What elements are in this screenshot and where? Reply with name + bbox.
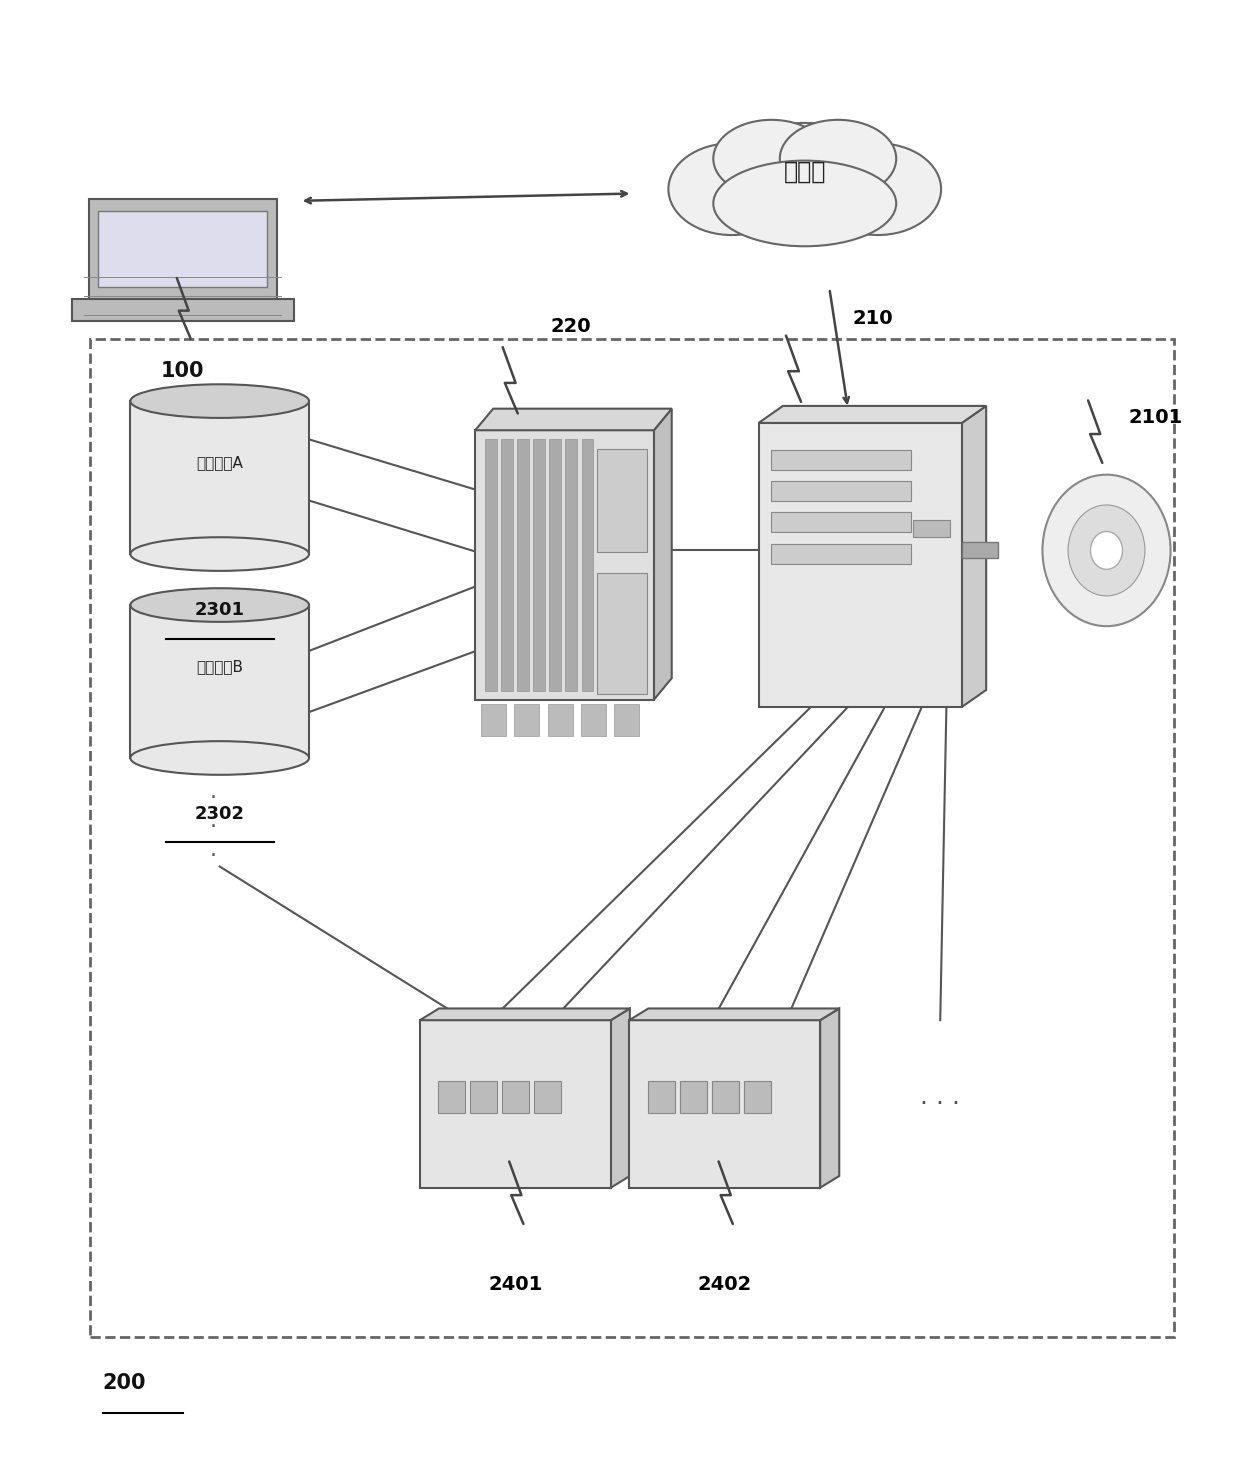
Ellipse shape	[130, 741, 309, 775]
Bar	[549, 440, 560, 691]
Circle shape	[1043, 475, 1171, 626]
Bar	[759, 423, 962, 708]
Bar	[596, 573, 647, 694]
Text: 2401: 2401	[489, 1275, 542, 1294]
Bar	[485, 440, 497, 691]
Bar	[771, 450, 911, 470]
Bar	[481, 705, 506, 735]
Bar	[517, 440, 529, 691]
Text: · · ·: · · ·	[920, 1091, 960, 1116]
Circle shape	[1090, 532, 1122, 570]
Text: 因特网: 因特网	[784, 160, 826, 183]
Bar	[712, 1081, 739, 1113]
Polygon shape	[653, 409, 672, 700]
Polygon shape	[820, 1008, 839, 1188]
Bar	[962, 542, 998, 558]
Bar	[596, 450, 647, 551]
Text: ·: ·	[210, 817, 217, 837]
Bar	[744, 1081, 771, 1113]
Bar	[501, 440, 513, 691]
Bar	[582, 440, 593, 691]
Bar	[629, 1020, 820, 1188]
Bar	[771, 513, 911, 532]
Bar	[420, 1020, 611, 1188]
Polygon shape	[420, 1008, 630, 1020]
Polygon shape	[475, 409, 672, 431]
Bar	[438, 1081, 465, 1113]
Text: 200: 200	[103, 1373, 146, 1393]
Bar	[565, 440, 577, 691]
Text: 210: 210	[852, 309, 893, 328]
Bar	[98, 211, 267, 287]
Text: 翻译引擎A: 翻译引擎A	[196, 454, 243, 470]
Bar	[88, 199, 277, 299]
Text: 2302: 2302	[195, 804, 244, 823]
Text: 100: 100	[161, 360, 205, 381]
Bar	[130, 605, 309, 757]
Bar	[680, 1081, 707, 1113]
Ellipse shape	[713, 120, 830, 198]
Bar	[502, 1081, 529, 1113]
Ellipse shape	[722, 123, 888, 234]
Bar	[580, 705, 605, 735]
Ellipse shape	[130, 589, 309, 621]
Text: ·: ·	[210, 847, 217, 866]
Ellipse shape	[780, 120, 897, 198]
Bar	[91, 340, 1174, 1338]
Bar	[647, 1081, 675, 1113]
Ellipse shape	[713, 161, 897, 246]
Text: 2301: 2301	[195, 601, 244, 618]
Bar	[72, 299, 294, 321]
Text: 220: 220	[551, 316, 591, 335]
Bar	[515, 705, 539, 735]
Bar	[771, 481, 911, 501]
Bar	[130, 401, 309, 554]
Ellipse shape	[815, 144, 941, 234]
Text: 2402: 2402	[698, 1275, 751, 1294]
Text: 2101: 2101	[1128, 407, 1183, 426]
Ellipse shape	[130, 384, 309, 418]
Bar	[533, 440, 544, 691]
Ellipse shape	[668, 144, 795, 234]
Bar	[470, 1081, 497, 1113]
Bar	[913, 520, 950, 536]
Bar	[771, 544, 911, 564]
Bar	[614, 705, 639, 735]
Text: 翻译引擎B: 翻译引擎B	[196, 659, 243, 674]
Bar	[548, 705, 573, 735]
Bar	[534, 1081, 562, 1113]
Polygon shape	[629, 1008, 839, 1020]
Bar	[475, 431, 653, 700]
Text: ·: ·	[210, 788, 217, 809]
Ellipse shape	[130, 538, 309, 571]
Polygon shape	[759, 406, 986, 423]
Circle shape	[1068, 505, 1145, 596]
Polygon shape	[962, 406, 986, 708]
Polygon shape	[611, 1008, 630, 1188]
